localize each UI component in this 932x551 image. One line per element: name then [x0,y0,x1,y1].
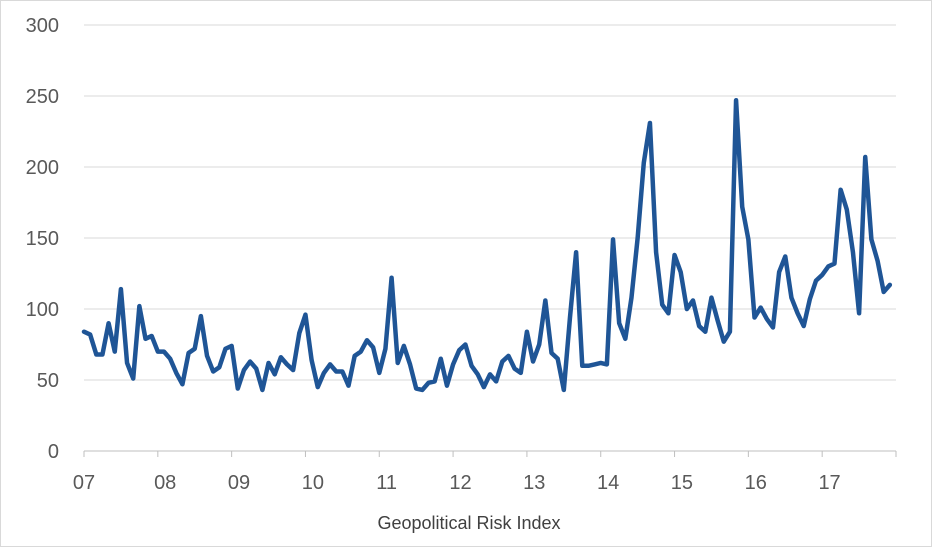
y-tick-label: 300 [26,15,59,37]
x-tick-label: 15 [671,472,693,494]
y-axis-tick-labels: 0 50 100 150 200 250 300 [26,15,59,463]
y-tick-label: 150 [26,228,59,250]
y-tick-label: 200 [26,157,59,179]
y-tick-label: 50 [37,370,59,392]
x-axis-tick-labels: 07 08 09 10 11 12 13 14 15 16 17 [73,472,841,494]
x-tick-label: 09 [228,472,250,494]
x-axis-title: Geopolitical Risk Index [377,513,560,533]
x-axis [83,450,897,457]
x-tick-label: 12 [449,472,471,494]
x-tick-label: 11 [376,472,397,494]
x-tick-label: 16 [745,472,767,494]
x-tick-label: 10 [302,472,324,494]
x-tick-label: 07 [73,472,95,494]
x-tick-label: 14 [597,472,619,494]
y-tick-label: 100 [26,299,59,321]
y-tick-label: 0 [48,441,59,463]
series-line-0 [81,98,893,393]
x-tick-label: 08 [154,472,176,494]
y-tick-label: 250 [26,86,59,108]
x-tick-label: 13 [523,472,545,494]
x-tick-label: 17 [818,472,840,494]
gridlines [84,24,896,381]
series-layer [81,98,893,393]
